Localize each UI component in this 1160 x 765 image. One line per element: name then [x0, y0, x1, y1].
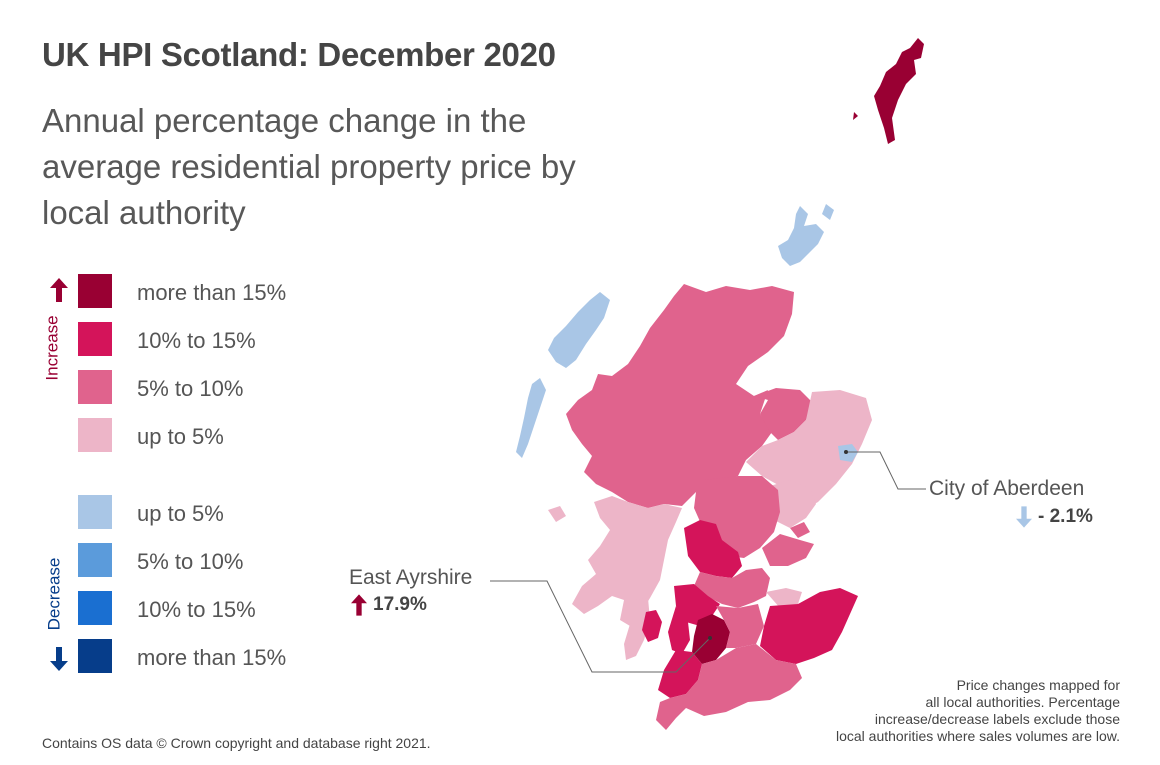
- region-stirling: [684, 520, 742, 578]
- map-subtitle: Annual percentage change in the average …: [42, 102, 576, 231]
- region-scottish-borders: [760, 588, 858, 664]
- region-dundee: [790, 522, 810, 538]
- legend-swatch: [78, 274, 112, 308]
- aberdeen-leader-line: [846, 451, 926, 490]
- callout-city-of-aberdeen-value: - 2.1%: [1016, 506, 1093, 528]
- region-north-ayrshire-arran: [642, 610, 662, 642]
- callout-east-ayrshire-value: 17.9%: [351, 594, 427, 616]
- callout-value-text: - 2.1%: [1038, 506, 1093, 527]
- region-orkney: [778, 206, 824, 266]
- legend-item-label: up to 5%: [137, 501, 224, 526]
- east-ayrshire-leader-dot: [708, 636, 712, 640]
- region-na-h-eileanan-siar: [548, 292, 610, 368]
- legend-item-label: more than 15%: [137, 280, 287, 305]
- region-na-h-eileanan-siar-south: [516, 378, 546, 458]
- footnote-line: increase/decrease labels exclude those: [874, 711, 1120, 727]
- legend-item-label: 5% to 10%: [137, 376, 244, 401]
- legend-swatch: [78, 322, 112, 356]
- region-south-lanarkshire: [716, 604, 764, 648]
- decrease-arrow-icon: [1016, 506, 1032, 528]
- callout-east-ayrshire-name: East Ayrshire: [349, 566, 473, 589]
- region-shetland-isle: [853, 112, 858, 120]
- region-central-belt: [694, 568, 770, 608]
- region-argyll-and-bute: [572, 496, 682, 626]
- region-fife: [762, 534, 814, 566]
- footnote: Price changes mapped for all local autho…: [760, 677, 1120, 745]
- region-highland: [566, 284, 794, 508]
- callout-value-text: 17.9%: [373, 594, 427, 615]
- footnote-line: all local authorities. Percentage: [925, 694, 1120, 710]
- footnote-line: Price changes mapped for: [956, 677, 1120, 693]
- legend-item-label: 5% to 10%: [137, 549, 244, 574]
- aberdeen-leader-dot: [844, 450, 848, 454]
- legend-item-label: 10% to 15%: [137, 597, 256, 622]
- legend-swatch: [78, 591, 112, 625]
- decrease-arrow-icon: [50, 647, 68, 671]
- footnote-line: local authorities where sales volumes ar…: [835, 728, 1120, 744]
- source-attribution: Contains OS data © Crown copyright and d…: [42, 735, 431, 751]
- legend-item-label: more than 15%: [137, 645, 287, 670]
- map-title: UK HPI Scotland: December 2020: [42, 36, 556, 73]
- region-orkney-isle: [822, 204, 834, 220]
- region-aberdeenshire: [746, 390, 872, 512]
- region-lothians: [766, 588, 802, 608]
- region-dumfries-and-galloway: [656, 644, 802, 730]
- legend-swatch: [78, 543, 112, 577]
- legend-swatch: [78, 418, 112, 452]
- region-north-ayrshire: [668, 606, 690, 654]
- region-argyll-and-bute-islay: [548, 506, 566, 522]
- legend-swatch: [78, 495, 112, 529]
- region-shetland: [874, 38, 924, 144]
- region-city-of-aberdeen: [838, 444, 858, 462]
- callout-city-of-aberdeen-name: City of Aberdeen: [929, 477, 1085, 500]
- increase-arrow-icon: [351, 594, 367, 616]
- region-south-ayrshire: [658, 650, 702, 698]
- legend: Increase more than 15% 10% to 15% 5% to …: [43, 272, 344, 692]
- legend-swatch: [78, 370, 112, 404]
- east-ayrshire-leader-line: [490, 580, 711, 673]
- region-moray: [754, 388, 812, 440]
- increase-arrow-icon: [50, 278, 68, 302]
- legend-swatch: [78, 639, 112, 673]
- region-argyll-and-bute-kintyre: [624, 598, 650, 660]
- legend-item-label: up to 5%: [137, 424, 224, 449]
- legend-item-label: 10% to 15%: [137, 328, 256, 353]
